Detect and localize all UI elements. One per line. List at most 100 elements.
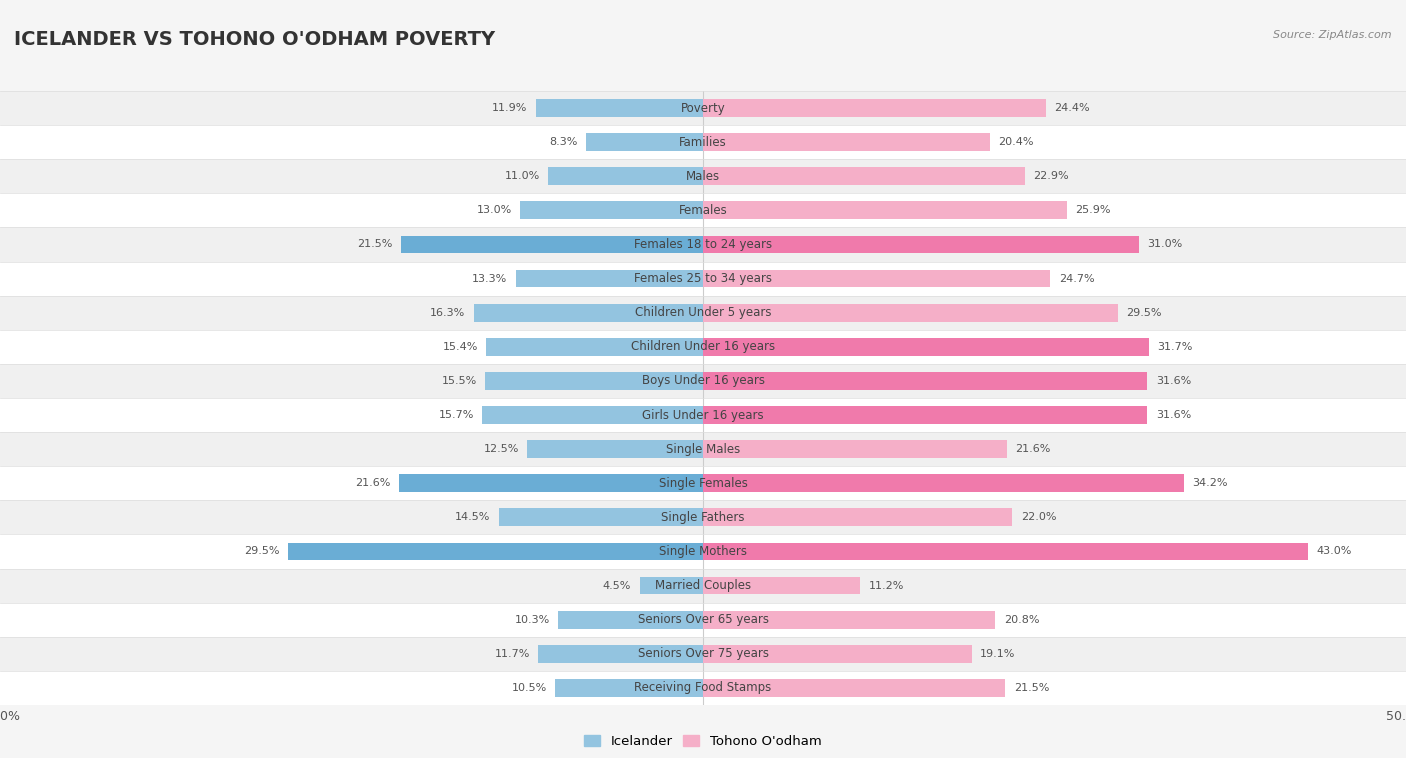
Bar [520, 202, 703, 219]
Bar [0, 227, 1406, 262]
Bar [703, 372, 1147, 390]
Bar [0, 193, 1406, 227]
Bar [0, 296, 1406, 330]
Bar [586, 133, 703, 151]
Bar [486, 338, 703, 356]
Bar [0, 500, 1406, 534]
Bar [0, 568, 1406, 603]
Bar [555, 679, 703, 697]
Bar [0, 398, 1406, 432]
Bar [0, 159, 1406, 193]
Text: 29.5%: 29.5% [245, 547, 280, 556]
Text: Females 18 to 24 years: Females 18 to 24 years [634, 238, 772, 251]
Text: 24.4%: 24.4% [1054, 103, 1090, 113]
Text: 29.5%: 29.5% [1126, 308, 1161, 318]
Text: 10.3%: 10.3% [515, 615, 550, 625]
Text: Females: Females [679, 204, 727, 217]
Bar [0, 603, 1406, 637]
Text: Single Males: Single Males [666, 443, 740, 456]
Bar [0, 296, 1406, 330]
Text: 20.4%: 20.4% [998, 137, 1033, 147]
Bar [0, 364, 1406, 398]
Bar [703, 509, 1012, 526]
Text: 22.0%: 22.0% [1021, 512, 1056, 522]
Bar [0, 364, 1406, 398]
Text: 21.6%: 21.6% [356, 478, 391, 488]
Text: 31.0%: 31.0% [1147, 240, 1182, 249]
Bar [703, 475, 1184, 492]
Bar [0, 125, 1406, 159]
Text: Receiving Food Stamps: Receiving Food Stamps [634, 681, 772, 694]
Bar [703, 99, 1046, 117]
Text: Children Under 16 years: Children Under 16 years [631, 340, 775, 353]
Text: 12.5%: 12.5% [484, 444, 519, 454]
Bar [0, 91, 1406, 125]
Text: Families: Families [679, 136, 727, 149]
Text: 13.3%: 13.3% [472, 274, 508, 283]
Text: 15.5%: 15.5% [441, 376, 477, 386]
Bar [0, 637, 1406, 671]
Bar [499, 509, 703, 526]
Bar [288, 543, 703, 560]
Bar [0, 534, 1406, 568]
Text: 21.5%: 21.5% [357, 240, 392, 249]
Text: Males: Males [686, 170, 720, 183]
Bar [0, 432, 1406, 466]
Bar [482, 406, 703, 424]
Bar [0, 466, 1406, 500]
Bar [703, 679, 1005, 697]
Bar [0, 671, 1406, 705]
Bar [0, 500, 1406, 534]
Text: 22.9%: 22.9% [1033, 171, 1069, 181]
Bar [0, 603, 1406, 637]
Text: Boys Under 16 years: Boys Under 16 years [641, 374, 765, 387]
Text: 11.0%: 11.0% [505, 171, 540, 181]
Text: 43.0%: 43.0% [1316, 547, 1351, 556]
Text: Girls Under 16 years: Girls Under 16 years [643, 409, 763, 421]
Bar [0, 159, 1406, 193]
Text: Females 25 to 34 years: Females 25 to 34 years [634, 272, 772, 285]
Bar [0, 637, 1406, 671]
Bar [703, 611, 995, 628]
Bar [474, 304, 703, 321]
Bar [703, 133, 990, 151]
Bar [0, 262, 1406, 296]
Bar [548, 168, 703, 185]
Text: 25.9%: 25.9% [1076, 205, 1111, 215]
Text: 21.6%: 21.6% [1015, 444, 1050, 454]
Bar [703, 645, 972, 662]
Bar [538, 645, 703, 662]
Text: Source: ZipAtlas.com: Source: ZipAtlas.com [1274, 30, 1392, 40]
Text: 20.8%: 20.8% [1004, 615, 1039, 625]
Bar [0, 671, 1406, 705]
Text: Seniors Over 75 years: Seniors Over 75 years [637, 647, 769, 660]
Bar [0, 91, 1406, 125]
Bar [703, 577, 860, 594]
Bar [0, 330, 1406, 364]
Bar [703, 338, 1149, 356]
Bar [0, 432, 1406, 466]
Text: Single Mothers: Single Mothers [659, 545, 747, 558]
Bar [703, 270, 1050, 287]
Text: 15.4%: 15.4% [443, 342, 478, 352]
Text: 10.5%: 10.5% [512, 683, 547, 693]
Text: Single Females: Single Females [658, 477, 748, 490]
Bar [558, 611, 703, 628]
Text: 8.3%: 8.3% [550, 137, 578, 147]
Text: 24.7%: 24.7% [1059, 274, 1094, 283]
Text: 31.6%: 31.6% [1156, 376, 1191, 386]
Text: ICELANDER VS TOHONO O'ODHAM POVERTY: ICELANDER VS TOHONO O'ODHAM POVERTY [14, 30, 495, 49]
Bar [399, 475, 703, 492]
Text: 14.5%: 14.5% [456, 512, 491, 522]
Bar [703, 440, 1007, 458]
Bar [0, 262, 1406, 296]
Text: Poverty: Poverty [681, 102, 725, 114]
Text: 31.6%: 31.6% [1156, 410, 1191, 420]
Bar [0, 398, 1406, 432]
Bar [640, 577, 703, 594]
Text: 15.7%: 15.7% [439, 410, 474, 420]
Bar [0, 227, 1406, 262]
Bar [703, 236, 1139, 253]
Text: Single Fathers: Single Fathers [661, 511, 745, 524]
Bar [516, 270, 703, 287]
